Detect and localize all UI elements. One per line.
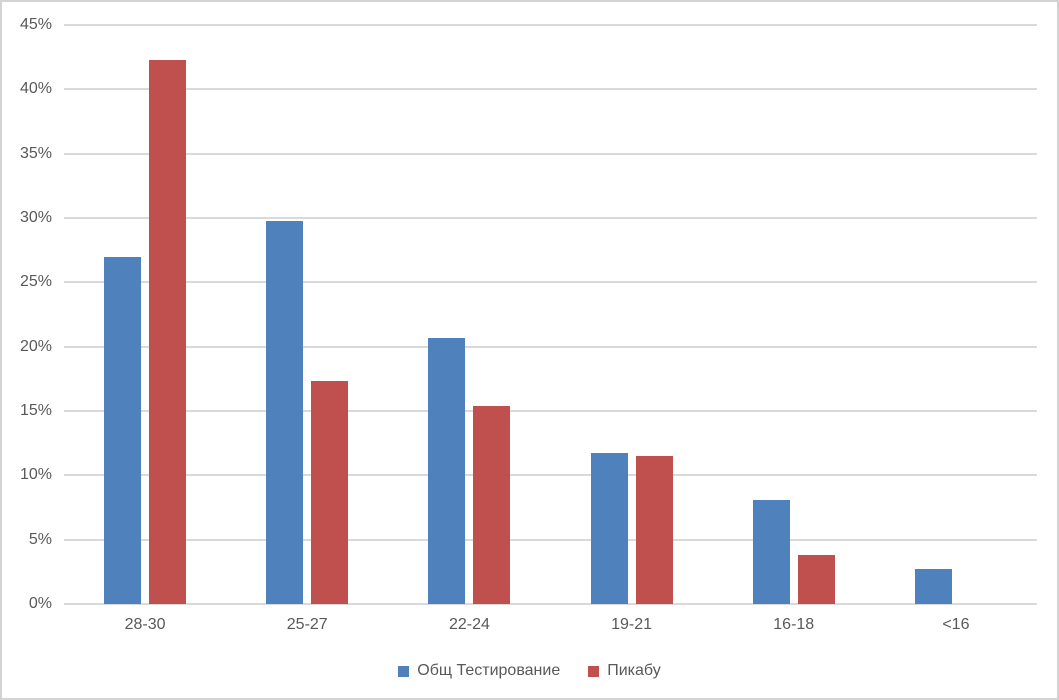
bar-series1-19-21 <box>590 453 628 604</box>
y-axis-tick-label: 25% <box>19 273 52 291</box>
x-axis-category-label: 16-18 <box>773 616 815 633</box>
legend: Общ Тестирование Пикабу <box>2 661 1057 681</box>
y-axis-tick-label: 0% <box>28 595 52 612</box>
y-axis-tick-label: 5% <box>28 530 52 548</box>
gridline <box>64 88 1037 91</box>
bar-series2-28-30 <box>149 59 187 604</box>
y-axis-tick-label: 30% <box>19 209 52 226</box>
bar-series1-28-30 <box>104 256 142 604</box>
bar-series1-22-24 <box>428 337 466 604</box>
x-axis-category-label: 19-21 <box>611 616 653 633</box>
legend-label-pikabu: Пикабу <box>607 662 661 679</box>
bar-series2-19-21 <box>635 456 673 604</box>
y-axis-tick-label: 45% <box>19 16 52 33</box>
legend-label-obshch-testirovanie: Общ Тестирование <box>417 662 561 679</box>
legend-swatch-red <box>588 665 600 677</box>
gridline <box>64 152 1037 155</box>
legend-item-pikabu: Пикабу <box>588 661 661 681</box>
gridline <box>64 281 1037 284</box>
bar-series2-22-24 <box>473 405 511 604</box>
y-axis-tick-label: 40% <box>19 80 52 98</box>
legend-item-obshch-testirovanie: Общ Тестирование <box>398 661 560 681</box>
x-axis-line <box>64 603 1037 605</box>
gridline <box>64 345 1037 348</box>
x-axis-category-label: 22-24 <box>448 616 490 633</box>
bar-series1-25-27 <box>266 220 304 604</box>
bar-series1-16-18 <box>752 499 790 604</box>
y-axis-tick-label: 10% <box>19 466 52 484</box>
x-axis-category-label: 25-27 <box>286 616 328 633</box>
y-axis-tick-label: 35% <box>19 144 52 162</box>
x-axis-category-label: 28-30 <box>124 616 166 633</box>
bar-series1-<16 <box>914 569 952 604</box>
gridline <box>64 24 1037 26</box>
y-axis-tick-label: 20% <box>19 337 52 355</box>
y-axis-tick-label: 15% <box>19 402 52 419</box>
x-axis-category-label: <16 <box>942 616 970 633</box>
bar-series2-16-18 <box>797 555 835 604</box>
bar-series2-25-27 <box>311 381 349 604</box>
legend-swatch-blue <box>398 665 410 677</box>
gridline <box>64 217 1037 219</box>
gridline <box>64 538 1037 541</box>
gridline <box>64 474 1037 477</box>
gridline <box>64 410 1037 412</box>
